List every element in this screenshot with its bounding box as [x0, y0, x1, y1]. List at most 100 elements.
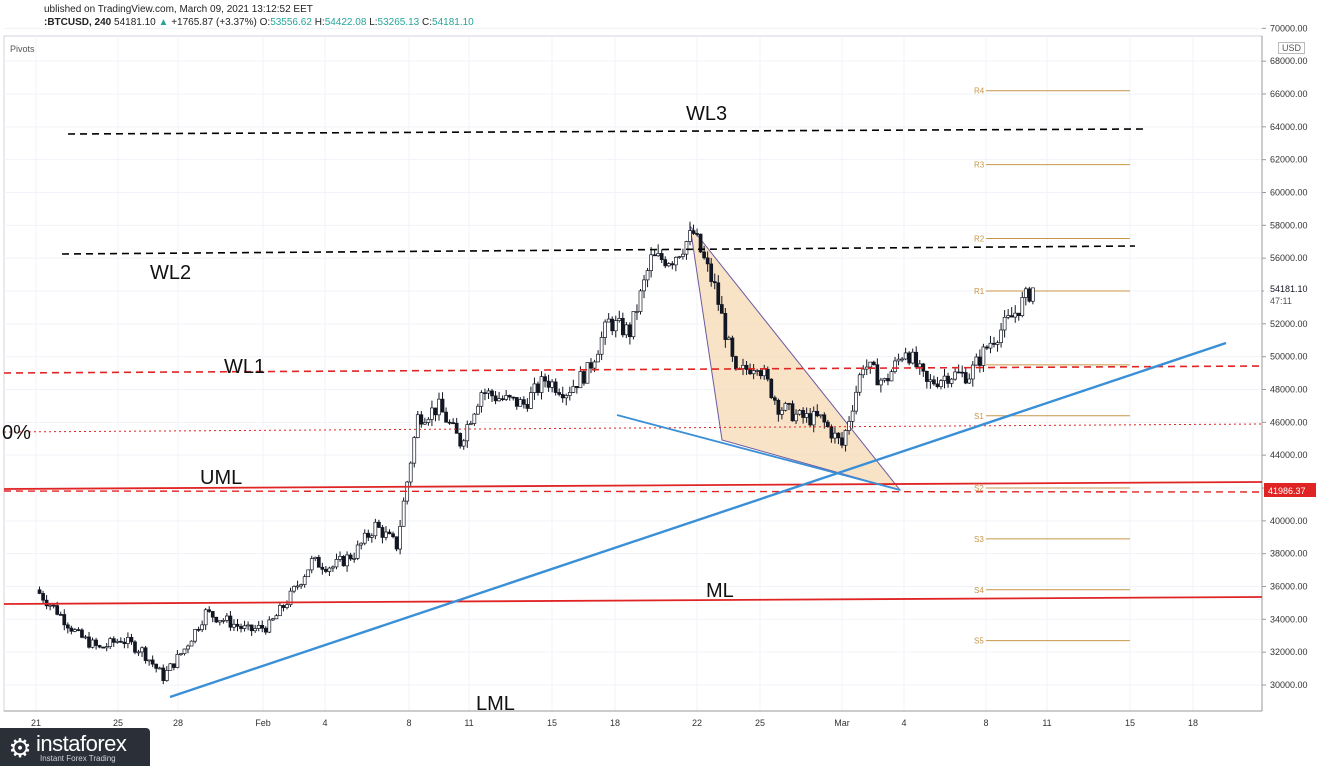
candle-body	[309, 558, 314, 571]
instaforex-logo: ⚙ instaforex Instant Forex Trading	[0, 728, 150, 766]
candle-body	[253, 628, 258, 632]
candle-body	[949, 378, 954, 384]
current-price-label: 54181.10	[1270, 284, 1308, 294]
candle-body	[730, 337, 735, 357]
annotation-wl3: WL3	[686, 103, 727, 125]
candle-body	[518, 399, 523, 407]
candle-body	[854, 391, 858, 412]
x-tick-label: 28	[173, 718, 183, 728]
candle-body	[567, 392, 572, 396]
pivot-label-r4: R4	[974, 87, 985, 96]
ml-line	[3, 596, 1263, 605]
candle-body	[384, 531, 388, 538]
candle-body	[1016, 312, 1021, 317]
candle-body	[313, 556, 318, 559]
candle-body	[620, 318, 625, 336]
candle-body	[1031, 287, 1035, 302]
candle-body	[999, 329, 1003, 343]
indicator-label[interactable]: Pivots	[10, 44, 35, 54]
candle-body	[369, 535, 374, 538]
candle-body	[734, 356, 738, 370]
candle-body	[327, 567, 332, 572]
y-tick-label: 68000.00	[1270, 56, 1308, 66]
candle-body	[794, 413, 798, 422]
annotation-uml: UML	[200, 467, 242, 489]
candle-body	[97, 645, 102, 648]
x-tick-label: 21	[31, 718, 41, 728]
candle-body	[196, 628, 201, 631]
candle-body	[719, 304, 724, 314]
candle-body	[797, 410, 802, 415]
candle-body	[843, 430, 848, 446]
candle-body	[246, 624, 250, 627]
candle-body	[896, 358, 901, 362]
candle-body	[366, 532, 371, 538]
candle-body	[886, 378, 890, 382]
candle-body	[924, 370, 929, 382]
logo-name: instaforex	[36, 731, 127, 756]
candle-body	[387, 531, 392, 535]
candle-body	[126, 637, 130, 645]
annotation-ml: ML	[706, 580, 734, 602]
candle-body	[818, 414, 823, 417]
candle-body	[514, 397, 519, 407]
candle-body	[476, 405, 480, 415]
candle-body	[76, 629, 81, 631]
high-value: 54422.08	[324, 17, 367, 28]
candle-body	[175, 654, 180, 668]
candle-body	[751, 370, 756, 375]
candle-body	[879, 379, 883, 386]
candle-body	[970, 364, 975, 380]
candle-body	[161, 667, 166, 681]
candle-body	[712, 281, 717, 284]
candle-body	[182, 648, 187, 654]
candle-body	[352, 557, 357, 560]
candle-body	[433, 407, 438, 416]
candle-body	[334, 559, 339, 568]
y-tick-label: 70000.00	[1270, 23, 1308, 33]
candle-body	[861, 368, 866, 376]
candle-body	[674, 256, 678, 266]
candle-body	[705, 257, 710, 265]
candle-body	[37, 589, 42, 594]
candle-body	[94, 639, 98, 646]
candle-body	[401, 500, 406, 527]
candle-body	[684, 241, 689, 255]
candle-body	[543, 376, 547, 382]
candle-body	[341, 556, 346, 567]
price-change: +1765.87 (+3.37%)	[171, 17, 257, 28]
candle-body	[829, 426, 834, 439]
candle-body	[521, 399, 526, 405]
candle-body	[232, 623, 236, 628]
s2-red-line	[3, 490, 1263, 493]
pivot-label-s1: S1	[974, 412, 984, 421]
candle-body	[398, 525, 402, 550]
candle-body	[1027, 288, 1032, 302]
x-tick-label: 25	[113, 718, 123, 728]
candle-body	[465, 424, 470, 442]
symbol-legend: :BTCUSD, 240 54181.10 ▲ +1765.87 (+3.37%…	[44, 17, 474, 28]
countdown-label: 47:11	[1270, 296, 1292, 306]
candle-body	[412, 437, 417, 464]
candle-body	[864, 366, 869, 370]
candle-body	[423, 422, 427, 425]
candle-body	[62, 614, 67, 626]
candle-body	[744, 364, 749, 370]
candle-body	[946, 375, 950, 384]
candle-body	[51, 604, 56, 607]
candle-body	[610, 318, 615, 332]
candle-body	[461, 440, 466, 447]
candle-body	[960, 371, 965, 374]
candle-body	[716, 282, 721, 305]
candle-body	[688, 230, 692, 242]
candle-body	[727, 337, 731, 340]
candle-body	[592, 361, 597, 369]
candle-body	[536, 383, 540, 393]
y-tick-label: 34000.00	[1270, 614, 1308, 624]
candle-body	[200, 624, 204, 630]
candle-body	[87, 636, 91, 648]
currency-label[interactable]: USD	[1278, 42, 1306, 54]
candle-body	[723, 313, 728, 340]
candle-body	[564, 395, 569, 399]
